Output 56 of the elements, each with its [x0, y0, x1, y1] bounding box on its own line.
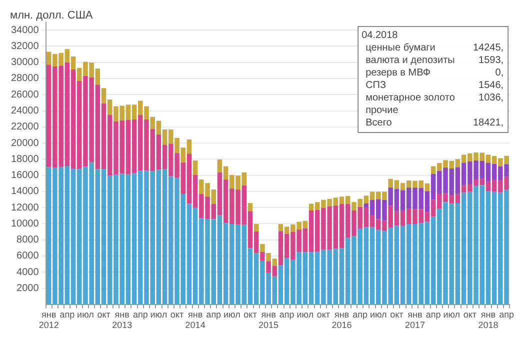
annotation: 04.2018 [362, 30, 398, 41]
x-tick-label: янв 2013 [112, 309, 132, 330]
x-tick-label: янв 2015 [258, 309, 279, 330]
x-tick-label: окт [170, 309, 184, 320]
bar [254, 224, 259, 232]
text: валюта и депозиты 1593, [366, 54, 504, 66]
x-tick-label: июл [150, 309, 168, 320]
x-tick-label: янв 2016 [332, 309, 352, 330]
x-tick-label: окт [390, 309, 404, 320]
x-tick-label: апр [499, 309, 514, 320]
bar [248, 203, 253, 212]
x-tick-label: апр [279, 309, 294, 320]
x-tick-label: окт [316, 309, 330, 320]
x-tick-label: апр [426, 309, 441, 320]
y-tick-label: 14000 [10, 186, 40, 198]
y-tick-label: 2000 [16, 283, 40, 294]
y-tick-label: 10000 [10, 218, 40, 230]
bar [260, 244, 265, 252]
text: СПЗ 1546, [366, 80, 504, 91]
x-tick-label: апр [206, 309, 222, 320]
x-tick-label: июл [224, 309, 240, 320]
y-axis-title: млн. долл. США [10, 10, 94, 22]
x-tick-label: июл [443, 309, 460, 320]
x-tick-label: окт [244, 309, 257, 320]
y-tick-label: 22000 [10, 122, 40, 133]
y-tick-label: 18000 [10, 154, 40, 165]
x-tick-label: июл [77, 309, 94, 320]
x-tick-label: янв 2017 [404, 309, 426, 330]
annotation: прочие [366, 104, 399, 116]
x-tick-label: июл [296, 309, 314, 320]
text: резерв в МВФ 0, [366, 67, 504, 78]
y-tick-label: 28000 [10, 73, 40, 84]
y-tick-label: 4000 [16, 266, 40, 278]
x-tick-label: апр [60, 309, 75, 320]
x-tick-label: окт [97, 309, 110, 320]
text: Всего 18421, [366, 117, 504, 128]
y-tick-label: 6000 [16, 250, 40, 262]
y-tick-label: 26000 [10, 89, 40, 100]
y-tick-label: 34000 [10, 24, 40, 36]
y-tick-label: 8000 [16, 234, 40, 246]
y-tick-label: 20000 [10, 138, 40, 149]
x-tick-label: янв 2018 [478, 309, 498, 330]
x-tick-label: апр [132, 309, 148, 320]
bar [192, 160, 198, 175]
x-tick-label: янв 2012 [38, 309, 59, 330]
y-tick-label: 24000 [10, 106, 40, 117]
y-tick-label: 30000 [10, 57, 40, 68]
x-tick-label: янв 2014 [185, 309, 206, 330]
x-tick-label: июл [370, 309, 387, 320]
y-tick-label: 16000 [10, 170, 40, 182]
text: монетарное золото 1036, [366, 92, 504, 104]
x-tick-label: апр [352, 309, 368, 320]
y-tick-label: 12000 [10, 202, 40, 214]
text: ценные бумаги 14245, [366, 42, 504, 54]
x-tick-label: окт [463, 309, 477, 320]
y-tick-label: 32000 [10, 40, 40, 52]
